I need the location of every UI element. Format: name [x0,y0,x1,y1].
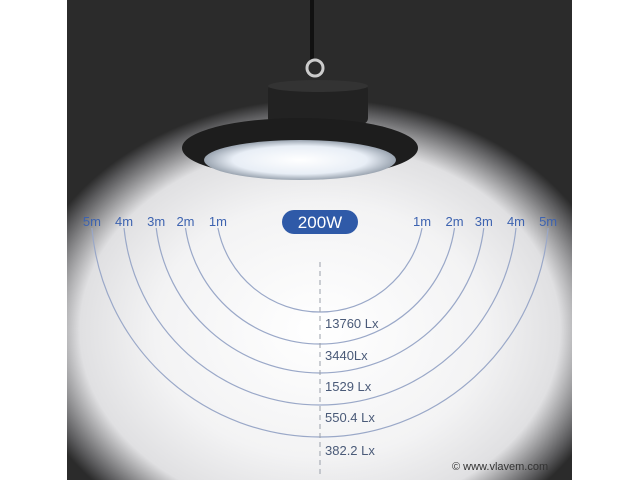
distance-label-left: 5m [83,214,101,229]
lux-label: 1529 Lx [325,379,372,394]
lamp-driver [268,84,368,124]
distance-label-right: 4m [507,214,525,229]
hook-ring [305,58,325,78]
distance-label-right: 1m [413,214,431,229]
distance-label-left: 1m [209,214,227,229]
arc-1m [217,227,423,313]
lux-label: 382.2 Lx [325,443,375,458]
distance-label-right: 2m [445,214,463,229]
arc-4m [123,227,517,406]
distance-label-left: 4m [115,214,133,229]
lux-label: 550.4 Lx [325,410,375,425]
distance-label-right: 5m [539,214,557,229]
lamp-lens [204,140,396,180]
distance-label-right: 3m [475,214,493,229]
lux-label: 3440Lx [325,348,368,363]
power-badge: 200W [282,210,358,234]
lux-label: 13760 Lx [325,316,379,331]
distance-label-left: 2m [176,214,194,229]
distance-label-left: 3m [147,214,165,229]
watermark: © www.vlavem.com [452,461,548,473]
lamp [182,0,418,180]
power-badge-text: 200W [298,213,342,232]
